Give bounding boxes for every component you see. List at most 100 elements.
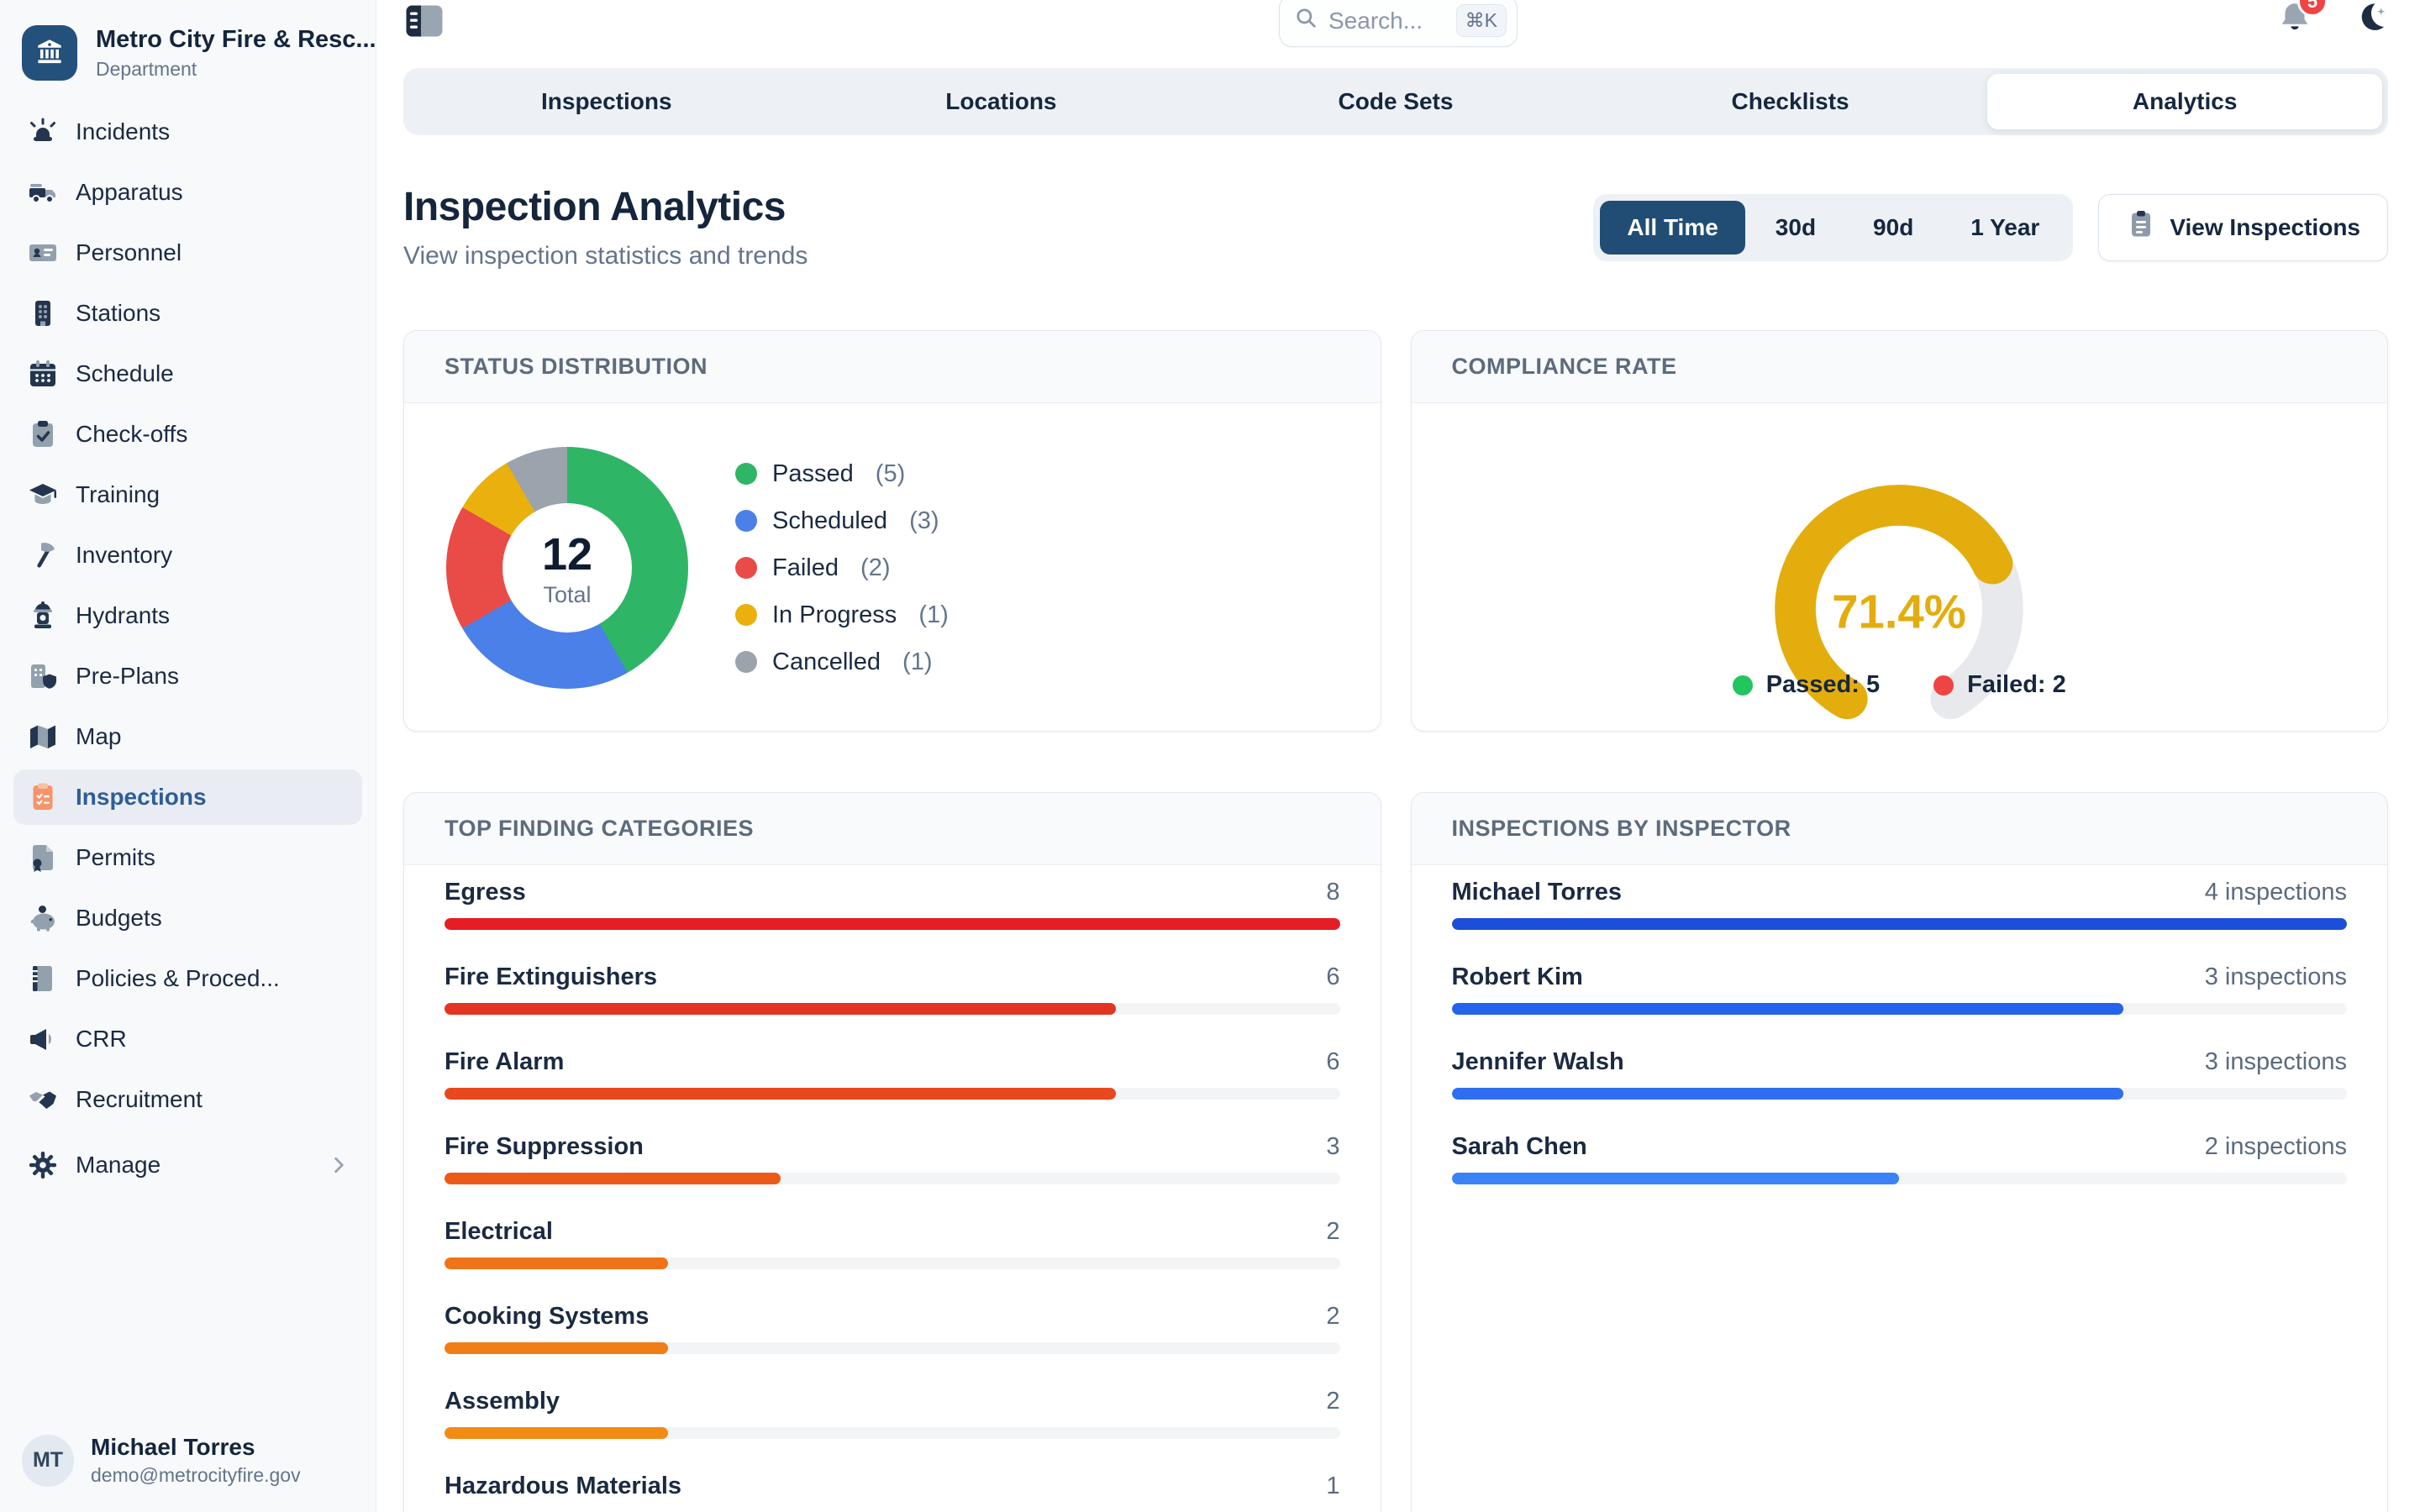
sidebar-item-label: Permits	[76, 844, 155, 871]
bar-value: 2	[1326, 1388, 1339, 1415]
legend-item-scheduled: Scheduled (3)	[735, 497, 949, 544]
dark-mode-toggle[interactable]	[2353, 1, 2388, 40]
sidebar-item-permits[interactable]: Permits	[13, 830, 362, 885]
status-donut-chart: 12 Total	[446, 447, 688, 689]
legend-dot	[1733, 675, 1753, 696]
bar-value: 4 inspections	[2205, 879, 2347, 906]
compliance-legend-item-passed-5: Passed: 5	[1733, 671, 1880, 699]
siren-icon	[27, 116, 59, 148]
sidebar-item-label: Inspections	[76, 784, 207, 811]
finding-categories-chart: Egress8Fire Extinguishers6Fire Alarm6Fir…	[404, 865, 1381, 1512]
clipboard-check-icon	[27, 418, 59, 450]
tab-analytics[interactable]: Analytics	[1987, 74, 2382, 129]
legend-count: (1)	[912, 601, 949, 629]
sidebar-item-inspections[interactable]: Inspections	[13, 769, 362, 825]
bar-value: 2	[1326, 1218, 1339, 1246]
compliance-legend: Passed: 5 Failed: 2	[1733, 671, 2066, 699]
range-button-90d[interactable]: 90d	[1846, 201, 1940, 255]
global-search[interactable]: ⌘K	[1279, 0, 1518, 47]
clipboard-list-icon	[27, 781, 59, 813]
sidebar-item-crr[interactable]: CRR	[13, 1011, 362, 1067]
legend-item-failed: Failed (2)	[735, 544, 949, 591]
sidebar-item-check-offs[interactable]: Check-offs	[13, 407, 362, 462]
range-button-1-year[interactable]: 1 Year	[1944, 201, 2066, 255]
chevron-right-icon	[330, 1156, 349, 1174]
tab-code-sets[interactable]: Code Sets	[1198, 74, 1593, 129]
search-icon	[1293, 5, 1320, 36]
legend-item-cancelled: Cancelled (1)	[735, 638, 949, 685]
bar-track	[1452, 918, 2348, 930]
sidebar-collapse-button[interactable]	[405, 4, 444, 38]
bar-fill	[445, 1427, 668, 1439]
bar-value: 1	[1326, 1473, 1339, 1500]
tab-checklists[interactable]: Checklists	[1593, 74, 1988, 129]
sidebar-item-manage[interactable]: Manage	[13, 1137, 362, 1193]
bar-fill	[1452, 918, 2348, 930]
bar-track	[445, 1342, 1340, 1354]
building-icon	[27, 297, 59, 329]
legend-label: Cancelled	[772, 648, 881, 676]
search-input[interactable]	[1328, 8, 1438, 34]
sidebar: Metro City Fire & Resc... Department Inc…	[0, 0, 376, 1512]
legend-dot	[735, 557, 757, 579]
user-menu[interactable]: MT Michael Torres demo@metrocityfire.gov	[13, 1424, 362, 1487]
sidebar-item-recruitment[interactable]: Recruitment	[13, 1072, 362, 1127]
main-area: ⌘K 5 Inspe	[376, 0, 2420, 1512]
legend-item-passed: Passed (5)	[735, 450, 949, 497]
legend-count: (5)	[869, 460, 906, 488]
bar-value: 3	[1326, 1133, 1339, 1161]
sidebar-item-budgets[interactable]: Budgets	[13, 890, 362, 946]
status-distribution-card: STATUS DISTRIBUTION 12 Total Passed (5)S…	[403, 330, 1381, 732]
bar-row-electrical: Electrical2	[445, 1218, 1340, 1269]
sidebar-item-stations[interactable]: Stations	[13, 286, 362, 341]
sidebar-item-training[interactable]: Training	[13, 467, 362, 522]
legend-count: (1)	[896, 648, 933, 676]
bar-row-fire-extinguishers: Fire Extinguishers6	[445, 963, 1340, 1015]
sidebar-item-policies-proced[interactable]: Policies & Proced...	[13, 951, 362, 1006]
topbar: ⌘K 5	[376, 0, 2420, 41]
status-legend: Passed (5)Scheduled (3)Failed (2)In Prog…	[735, 450, 949, 685]
bar-label: Fire Alarm	[445, 1048, 564, 1076]
sidebar-item-pre-plans[interactable]: Pre-Plans	[13, 648, 362, 704]
building-shield-icon	[27, 660, 59, 692]
bar-row-hazardous-materials: Hazardous Materials 1	[445, 1473, 1340, 1512]
bar-label: Jennifer Walsh	[1452, 1048, 1624, 1076]
range-button-30d[interactable]: 30d	[1749, 201, 1843, 255]
inspector-chart: Michael Torres4 inspectionsRobert Kim3 i…	[1412, 865, 2388, 1252]
bar-track	[1452, 1173, 2348, 1184]
sidebar-item-inventory[interactable]: Inventory	[13, 528, 362, 583]
view-inspections-button[interactable]: View Inspections	[2098, 194, 2388, 261]
bar-label: Michael Torres	[1452, 879, 1623, 906]
calendar-icon	[27, 358, 59, 390]
compliance-legend-item-failed-2: Failed: 2	[1933, 671, 2066, 699]
bar-value: 2 inspections	[2205, 1133, 2347, 1161]
sidebar-item-label: Training	[76, 481, 160, 508]
org-header[interactable]: Metro City Fire & Resc... Department	[13, 22, 362, 104]
bar-value: 6	[1326, 1048, 1339, 1076]
sidebar-item-label: Incidents	[76, 118, 170, 145]
bar-row-sarah-chen: Sarah Chen2 inspections	[1452, 1133, 2348, 1184]
tab-locations[interactable]: Locations	[804, 74, 1199, 129]
hydrant-icon	[27, 600, 59, 632]
sidebar-item-schedule[interactable]: Schedule	[13, 346, 362, 402]
org-name: Metro City Fire & Resc...	[96, 26, 376, 54]
bar-label: Hazardous Materials	[445, 1473, 681, 1500]
bar-fill	[445, 918, 1340, 930]
fire-truck-icon	[27, 176, 59, 208]
sidebar-item-incidents[interactable]: Incidents	[13, 104, 362, 160]
tab-inspections[interactable]: Inspections	[409, 74, 804, 129]
card-title: INSPECTIONS BY INSPECTOR	[1412, 793, 2388, 865]
sidebar-item-apparatus[interactable]: Apparatus	[13, 165, 362, 220]
sidebar-item-personnel[interactable]: Personnel	[13, 225, 362, 281]
sidebar-item-label: Recruitment	[76, 1086, 203, 1113]
notifications-button[interactable]: 5	[2277, 0, 2312, 41]
panel-left-icon	[405, 4, 444, 38]
sidebar-item-hydrants[interactable]: Hydrants	[13, 588, 362, 643]
card-title: COMPLIANCE RATE	[1412, 331, 2388, 403]
bar-row-cooking-systems: Cooking Systems2	[445, 1303, 1340, 1354]
legend-dot	[735, 651, 757, 673]
inspections-by-inspector-card: INSPECTIONS BY INSPECTOR Michael Torres 4…	[1411, 792, 2389, 1512]
svg-text:71.4%: 71.4%	[1832, 585, 1966, 638]
range-button-all-time[interactable]: All Time	[1600, 201, 1744, 255]
sidebar-item-map[interactable]: Map	[13, 709, 362, 764]
